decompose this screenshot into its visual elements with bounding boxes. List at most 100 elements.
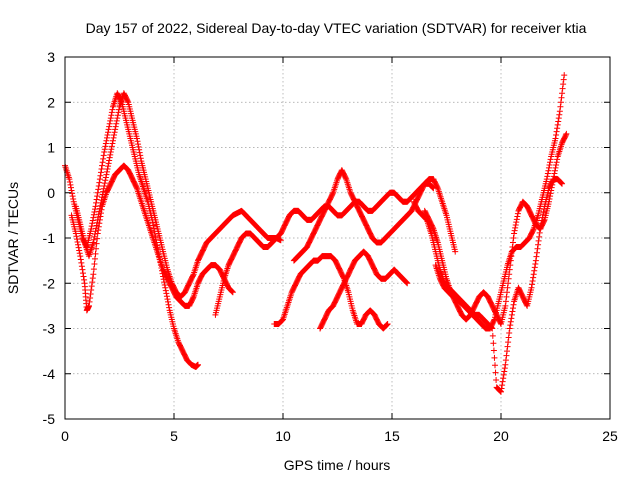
data-point: [112, 123, 119, 130]
data-point: [228, 288, 235, 295]
data-point: [502, 298, 509, 305]
data-point: [404, 280, 411, 287]
data-point: [108, 143, 115, 150]
grid: [65, 57, 610, 419]
data-point: [508, 253, 515, 260]
data-point: [553, 132, 560, 139]
data-point: [88, 225, 95, 232]
data-point: [514, 210, 521, 217]
data-point: [91, 261, 98, 268]
data-point: [553, 128, 560, 135]
data-point: [101, 146, 108, 153]
data-point: [503, 293, 510, 300]
data-point: [502, 357, 509, 364]
data-point: [509, 308, 516, 315]
data-point: [96, 176, 103, 183]
data-point: [506, 266, 513, 273]
data-point: [547, 193, 554, 200]
y-tick-label: -4: [43, 366, 56, 382]
data-point: [80, 273, 87, 280]
data-point: [103, 134, 110, 141]
data-point: [137, 152, 144, 159]
data-point: [514, 213, 521, 220]
data-point: [98, 206, 105, 213]
data-point: [134, 138, 141, 145]
data-point: [85, 302, 92, 309]
data-point: [91, 206, 98, 213]
data-point: [106, 123, 113, 130]
data-point: [500, 375, 507, 382]
data-point: [497, 319, 504, 326]
data-point: [508, 315, 515, 322]
data-point: [102, 140, 109, 147]
data-point: [161, 281, 168, 288]
data-point: [551, 167, 558, 174]
x-tick-label: 15: [384, 428, 400, 444]
data-point: [67, 181, 74, 188]
data-point: [507, 322, 514, 329]
data-point: [547, 190, 554, 197]
data-point: [540, 208, 547, 215]
data-point: [101, 180, 108, 187]
data-point: [162, 284, 169, 291]
satellite-track-5: [271, 253, 391, 332]
data-point: [107, 151, 114, 158]
data-point: [109, 106, 116, 113]
data-point: [90, 266, 97, 273]
data-point: [106, 157, 113, 164]
data-point: [77, 253, 84, 260]
data-point: [498, 385, 505, 392]
data-point: [500, 371, 507, 378]
data-point: [73, 236, 80, 243]
data-point: [452, 248, 459, 255]
data-point: [89, 217, 96, 224]
data-point: [94, 235, 101, 242]
data-point: [512, 224, 519, 231]
x-axis-label: GPS time / hours: [284, 457, 391, 473]
data-point: [512, 221, 519, 228]
data-point: [559, 90, 566, 97]
data-point: [489, 332, 496, 339]
data-point: [66, 179, 73, 186]
data-point: [229, 289, 236, 296]
data-point: [562, 132, 569, 139]
data-point: [86, 298, 93, 305]
data-point: [493, 376, 500, 383]
data-point: [557, 99, 564, 106]
data-point: [531, 267, 538, 274]
data-point: [94, 193, 101, 200]
data-point: [523, 301, 530, 308]
data-point: [543, 176, 550, 183]
satellite-track-3: [68, 162, 236, 314]
data-point: [74, 238, 81, 245]
data-point: [509, 239, 516, 246]
data-point: [554, 156, 561, 163]
data-point: [72, 230, 79, 237]
data-point: [106, 120, 113, 127]
data-point: [101, 149, 108, 156]
data-point: [535, 241, 542, 248]
data-point: [559, 85, 566, 92]
data-point: [76, 247, 83, 254]
data-point: [505, 334, 512, 341]
data-point: [105, 129, 112, 136]
data-point: [67, 184, 74, 191]
data-point: [505, 275, 512, 282]
data-point: [556, 108, 563, 115]
data-point: [93, 245, 100, 252]
data-point: [78, 263, 85, 270]
data-point: [69, 190, 76, 197]
data-point: [509, 244, 516, 251]
y-tick-label: 2: [47, 94, 55, 110]
satellite-track-6: [290, 167, 459, 264]
data-point: [107, 117, 114, 124]
data-point: [115, 109, 122, 116]
data-point: [90, 239, 97, 246]
data-point: [507, 257, 514, 264]
data-point: [545, 167, 552, 174]
data-point: [547, 156, 554, 163]
data-point: [89, 275, 96, 282]
data-point: [88, 223, 95, 230]
data-point: [75, 241, 82, 248]
data-point: [102, 174, 109, 181]
